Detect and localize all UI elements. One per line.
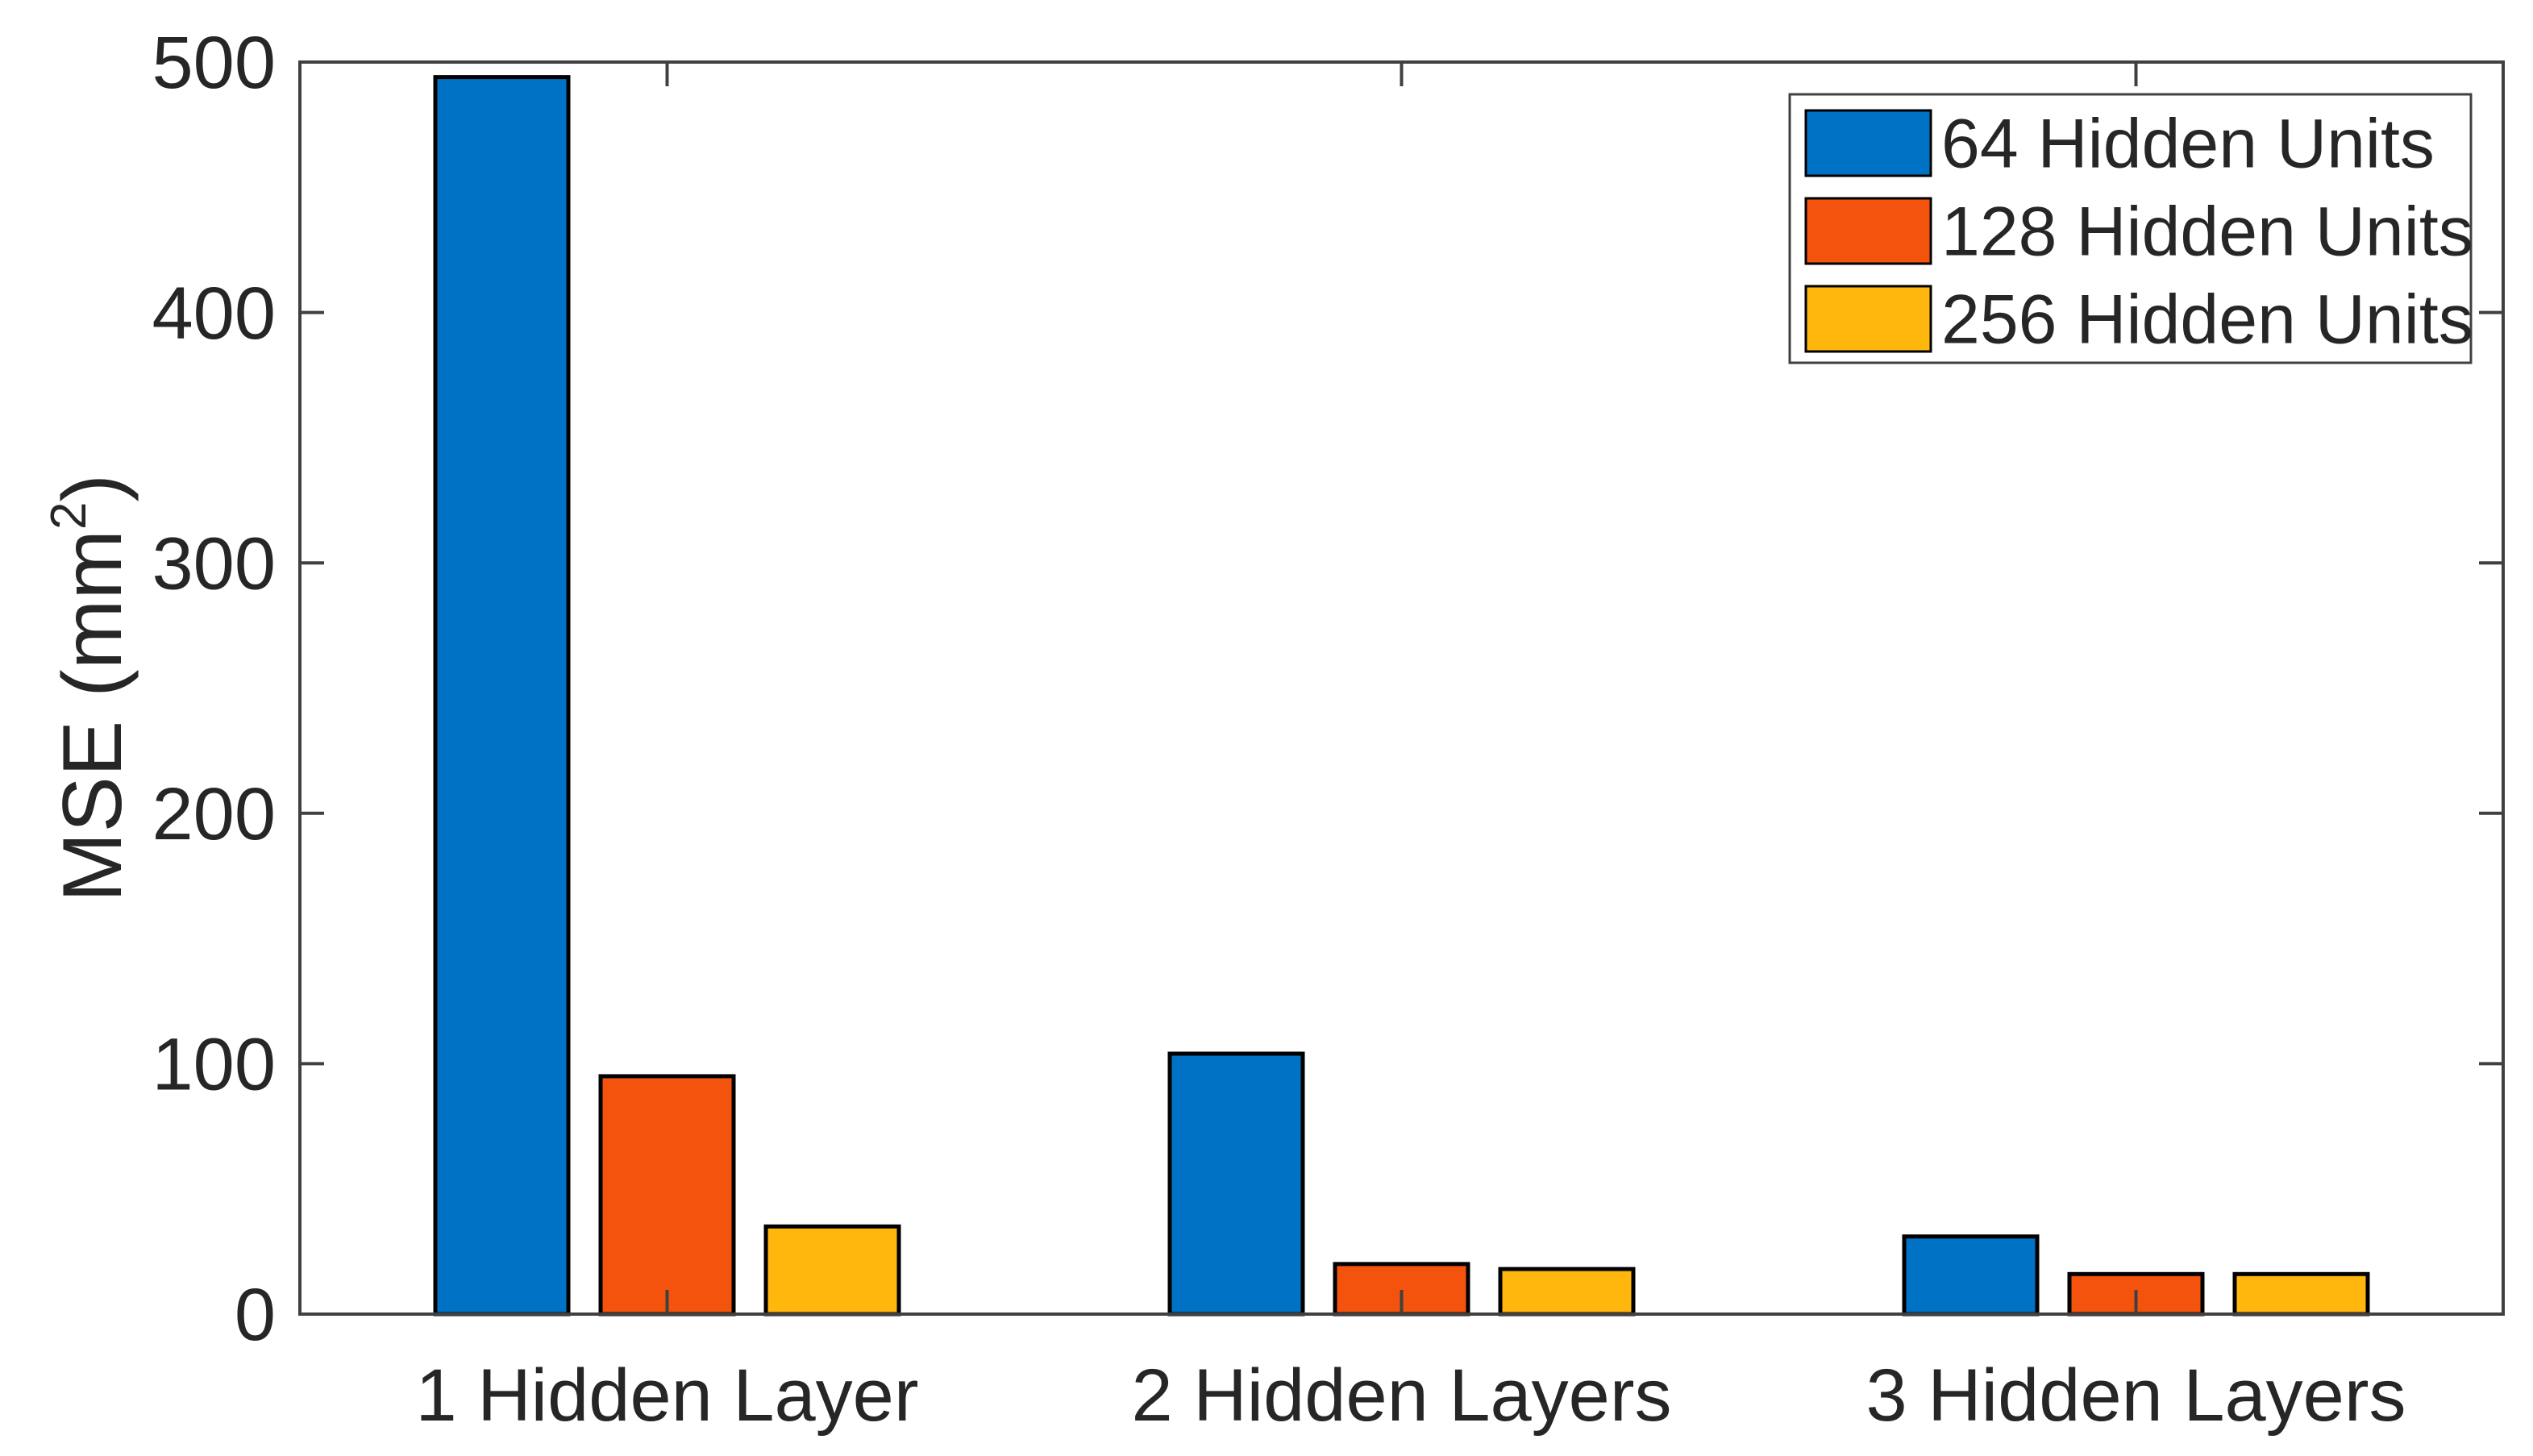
x-tick-label-1-hidden-layer: 1 Hidden Layer xyxy=(416,1354,919,1437)
y-tick-label-400: 400 xyxy=(152,272,277,355)
legend-label-256-hidden-units: 256 Hidden Units xyxy=(1941,281,2473,359)
y-tick-label-300: 300 xyxy=(152,522,277,605)
x-tick-label-3-hidden-layers: 3 Hidden Layers xyxy=(1866,1354,2406,1437)
legend-swatch-64-hidden-units xyxy=(1804,109,1932,177)
y-tick-label-100: 100 xyxy=(152,1024,277,1106)
bar-256-hidden-units-1-hidden-layer xyxy=(763,1224,901,1317)
y-tick-label-0: 0 xyxy=(235,1274,276,1356)
legend-swatch-128-hidden-units xyxy=(1804,197,1932,265)
y-tick-label-200: 200 xyxy=(152,773,277,855)
tick-labels-layer: 0 100 200 300 400 500 1 Hidden Layer 2 Hidden L… xyxy=(41,22,2406,1437)
bar-64-hidden-units-3-hidden-layers xyxy=(1902,1234,2040,1317)
bars-layer xyxy=(433,75,2370,1317)
legend-label-128-hidden-units: 128 Hidden Units xyxy=(1941,193,2473,271)
x-tick-label-2-hidden-layers: 2 Hidden Layers xyxy=(1132,1354,1672,1437)
bar-64-hidden-units-2-hidden-layers xyxy=(1167,1051,1305,1317)
y-axis-label: MSE (mm2) xyxy=(41,474,139,902)
bar-256-hidden-units-3-hidden-layers xyxy=(2232,1271,2370,1317)
bar-64-hidden-units-1-hidden-layer xyxy=(433,75,571,1317)
bar-256-hidden-units-2-hidden-layers xyxy=(1498,1267,1636,1317)
legend: 64 Hidden Units 128 Hidden Units 256 Hidde… xyxy=(1788,93,2473,364)
axes-layer xyxy=(298,60,2505,1316)
legend-label-64-hidden-units: 64 Hidden Units xyxy=(1941,106,2435,183)
y-tick-label-500: 500 xyxy=(152,22,277,104)
legend-swatch-256-hidden-units xyxy=(1804,285,1932,353)
bar-128-hidden-units-1-hidden-layer xyxy=(598,1074,736,1317)
